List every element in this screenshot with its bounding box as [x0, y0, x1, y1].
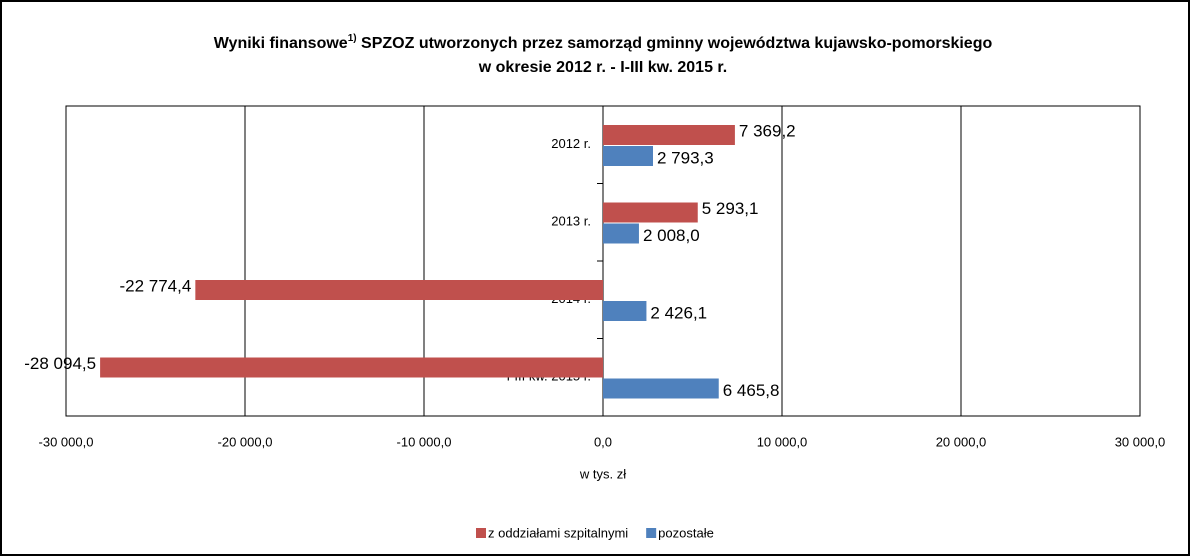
title-part: Wyniki finansowe [214, 35, 348, 52]
bar [603, 202, 698, 223]
x-tick-label: 20 000,0 [936, 434, 987, 449]
y-tick-label: 2012 r. [551, 136, 591, 151]
x-tick-label: -30 000,0 [39, 434, 94, 449]
chart-title: w okresie 2012 r. - I-III kw. 2015 r. [478, 59, 727, 76]
bar [100, 357, 603, 378]
bar [603, 223, 639, 244]
data-label: 7 369,2 [739, 121, 796, 140]
chart-title: Wyniki finansowe1) SPZOZ utworzonych prz… [214, 33, 993, 53]
data-label: 2 426,1 [650, 303, 707, 322]
legend-label: z oddziałami szpitalnymi [488, 525, 628, 540]
legend-swatch [476, 528, 486, 538]
data-label: -22 774,4 [119, 276, 191, 295]
bar [603, 146, 654, 166]
legend-label: pozostałe [658, 525, 714, 540]
legend-swatch [646, 528, 657, 538]
x-tick-label: -20 000,0 [218, 434, 273, 449]
bar [603, 301, 647, 321]
bar [195, 280, 603, 300]
data-label: 2 793,3 [657, 148, 714, 167]
x-tick-label: -10 000,0 [397, 434, 452, 449]
title-note: 1) [348, 33, 357, 44]
x-axis-label: w tys. zł [579, 466, 626, 481]
data-label: 2 008,0 [643, 226, 700, 245]
bar [603, 378, 719, 399]
title-part: SPZOZ utworzonych przez samorząd gminny … [361, 35, 992, 52]
y-tick-label: 2013 r. [551, 214, 591, 229]
x-tick-label: 0,0 [594, 434, 612, 449]
data-label: 5 293,1 [702, 199, 759, 218]
x-tick-label: 30 000,0 [1115, 434, 1166, 449]
data-label: 6 465,8 [723, 381, 780, 400]
data-label: -28 094,5 [24, 354, 96, 373]
x-tick-label: 10 000,0 [757, 434, 808, 449]
bar [603, 125, 735, 145]
